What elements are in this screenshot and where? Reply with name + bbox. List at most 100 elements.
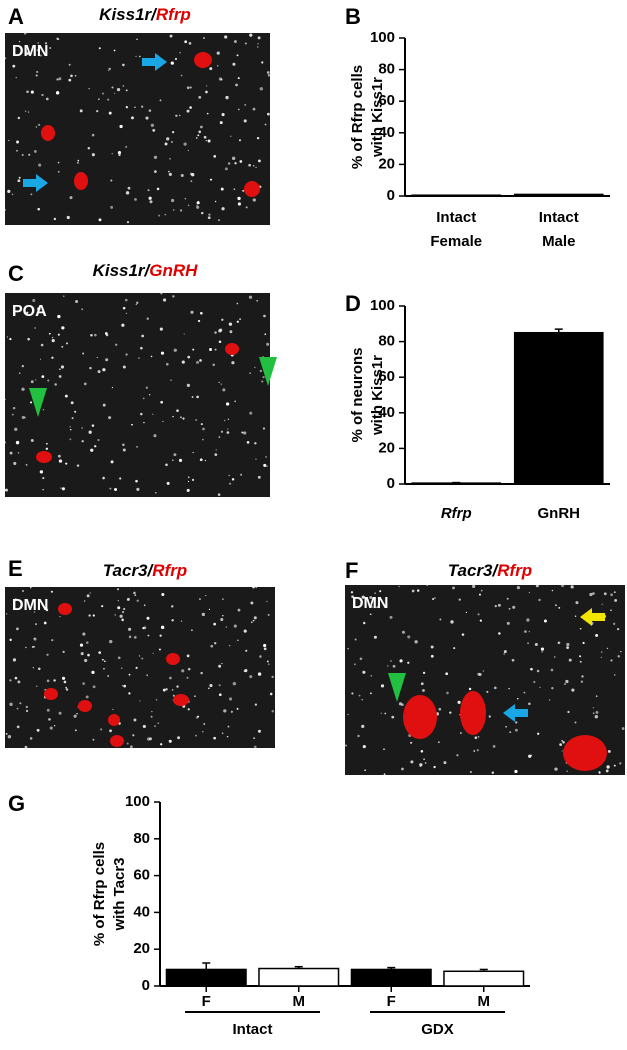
dot bbox=[180, 74, 183, 77]
dot bbox=[216, 51, 220, 55]
dot bbox=[253, 737, 256, 740]
dot bbox=[117, 656, 121, 660]
dot bbox=[111, 86, 114, 89]
dot bbox=[51, 639, 54, 642]
dot bbox=[209, 178, 213, 181]
dot bbox=[187, 355, 191, 359]
dot bbox=[26, 52, 30, 56]
dot bbox=[254, 366, 256, 368]
dot bbox=[26, 710, 28, 712]
dot bbox=[426, 584, 429, 586]
dot bbox=[258, 159, 261, 163]
dot bbox=[201, 612, 206, 617]
dot bbox=[252, 585, 255, 589]
dot bbox=[192, 451, 194, 454]
dot bbox=[263, 464, 266, 467]
dot bbox=[66, 342, 69, 345]
dot bbox=[195, 360, 200, 364]
dot bbox=[182, 417, 185, 420]
dot bbox=[477, 613, 480, 616]
group-label: Intact bbox=[232, 1021, 272, 1038]
dot bbox=[49, 47, 52, 49]
dot bbox=[91, 424, 95, 427]
dot bbox=[105, 358, 109, 362]
dot bbox=[491, 771, 495, 774]
dot bbox=[81, 440, 84, 443]
dot bbox=[133, 718, 137, 722]
dot bbox=[14, 598, 17, 602]
dot bbox=[249, 411, 253, 415]
dot bbox=[410, 760, 414, 764]
dot bbox=[227, 162, 231, 165]
dot bbox=[208, 687, 210, 690]
dot bbox=[571, 688, 575, 692]
x-tick-label: Intact bbox=[436, 209, 476, 226]
dot bbox=[152, 413, 154, 415]
red-cell bbox=[110, 735, 124, 747]
dot bbox=[143, 604, 146, 607]
dot bbox=[159, 634, 162, 637]
dot bbox=[369, 692, 372, 695]
dot bbox=[59, 615, 61, 618]
dot bbox=[231, 478, 235, 481]
dot bbox=[40, 343, 44, 347]
dot bbox=[422, 689, 425, 692]
dot bbox=[195, 137, 198, 139]
dot bbox=[74, 729, 77, 732]
dot bbox=[59, 368, 61, 370]
dot bbox=[104, 332, 108, 335]
dot bbox=[154, 170, 157, 173]
dot bbox=[107, 69, 110, 72]
dot bbox=[135, 303, 137, 306]
dot bbox=[57, 333, 60, 336]
y-tick-label: 60 bbox=[378, 368, 395, 385]
dot bbox=[45, 442, 48, 445]
dot bbox=[181, 669, 185, 673]
x-tick-label: GnRH bbox=[538, 505, 581, 522]
dot bbox=[170, 379, 172, 381]
dot bbox=[373, 635, 377, 639]
title-part: GnRH bbox=[149, 261, 198, 280]
dot bbox=[111, 152, 113, 155]
dot bbox=[535, 584, 539, 588]
dot bbox=[82, 632, 86, 636]
dot bbox=[131, 423, 133, 426]
dot bbox=[118, 153, 121, 157]
dot bbox=[45, 97, 49, 101]
dot bbox=[37, 123, 41, 127]
dot bbox=[136, 446, 138, 448]
dot bbox=[71, 417, 74, 420]
dot bbox=[129, 745, 133, 749]
dot bbox=[132, 734, 135, 737]
panel-letter: B bbox=[345, 4, 361, 29]
dot bbox=[595, 695, 598, 697]
dot bbox=[205, 90, 208, 94]
bar bbox=[258, 967, 340, 987]
dot bbox=[61, 345, 64, 348]
dot bbox=[17, 116, 21, 120]
dot bbox=[458, 598, 461, 601]
dot bbox=[192, 348, 195, 351]
dot bbox=[568, 658, 572, 662]
dot bbox=[76, 712, 78, 715]
dot bbox=[456, 754, 459, 757]
dot bbox=[512, 605, 516, 609]
dot bbox=[160, 625, 165, 630]
dot bbox=[98, 218, 102, 222]
bar bbox=[513, 193, 604, 197]
dot bbox=[135, 55, 137, 58]
dot bbox=[460, 732, 462, 734]
dot bbox=[19, 702, 22, 705]
dot bbox=[559, 743, 562, 746]
dot bbox=[119, 124, 123, 129]
dot bbox=[173, 348, 177, 352]
dot bbox=[171, 605, 174, 608]
red-cell bbox=[44, 688, 58, 700]
dot bbox=[69, 426, 71, 428]
dot bbox=[208, 213, 211, 216]
dot bbox=[69, 196, 73, 200]
title-part: Rfrp bbox=[497, 561, 532, 580]
dot bbox=[189, 86, 192, 89]
dot bbox=[141, 657, 144, 660]
dot bbox=[25, 646, 27, 649]
